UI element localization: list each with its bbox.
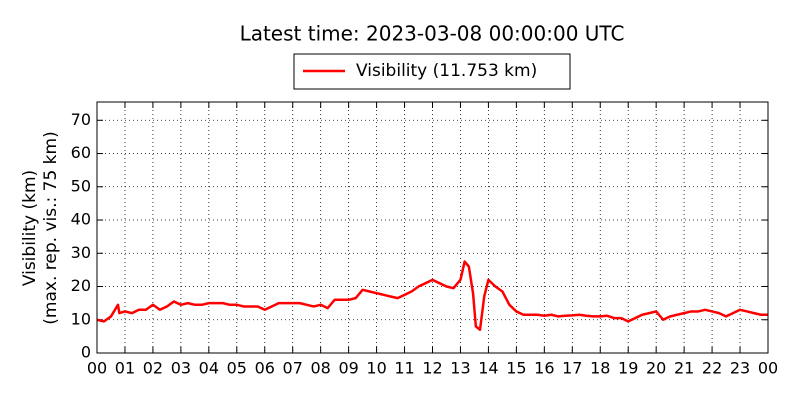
- x-tick-label: 12: [422, 359, 442, 378]
- y-tick-label: 40: [71, 210, 91, 229]
- legend-label: Visibility (11.753 km): [356, 61, 537, 81]
- x-tick-label: 16: [534, 359, 554, 378]
- x-tick-label: 23: [730, 359, 750, 378]
- y-tick-label: 60: [71, 143, 91, 162]
- x-tick-label: 11: [394, 359, 414, 378]
- x-tick-label: 19: [618, 359, 638, 378]
- x-tick-label: 17: [562, 359, 582, 378]
- x-tick-label: 03: [171, 359, 191, 378]
- x-tick-label: 10: [366, 359, 386, 378]
- y-tick-label: 10: [71, 309, 91, 328]
- data-line: [96, 260, 768, 331]
- chart-title: Latest time: 2023-03-08 00:00:00 UTC: [240, 22, 625, 46]
- plot-frame: [96, 101, 769, 354]
- y-tick-label: 0: [81, 343, 91, 362]
- x-tick-label: 15: [506, 359, 526, 378]
- y-tick-label: 50: [71, 176, 91, 195]
- x-tick-label: 21: [674, 359, 694, 378]
- x-tick-label: 07: [283, 359, 303, 378]
- y-tick-label: 70: [71, 110, 91, 129]
- y-axis-label: Visibility (km): [20, 170, 40, 286]
- x-tick-label: 01: [115, 359, 135, 378]
- y-tick-label: 30: [71, 243, 91, 262]
- x-tick-label: 18: [590, 359, 610, 378]
- x-tick-label: 08: [310, 359, 330, 378]
- x-tick-label: 02: [143, 359, 163, 378]
- x-tick-label: 13: [450, 359, 470, 378]
- x-tick-label: 00: [87, 359, 107, 378]
- x-tick-label: 06: [255, 359, 275, 378]
- x-tick-label: 14: [478, 359, 498, 378]
- x-tick-label: 20: [646, 359, 666, 378]
- y-axis-label: (max. rep. vis.: 75 km): [41, 131, 61, 324]
- x-tick-label: 22: [702, 359, 722, 378]
- x-tick-label: 09: [338, 359, 358, 378]
- x-tick-label: 05: [227, 359, 247, 378]
- x-tick-label: 00: [758, 359, 778, 378]
- x-tick-label: 04: [199, 359, 219, 378]
- y-tick-label: 20: [71, 276, 91, 295]
